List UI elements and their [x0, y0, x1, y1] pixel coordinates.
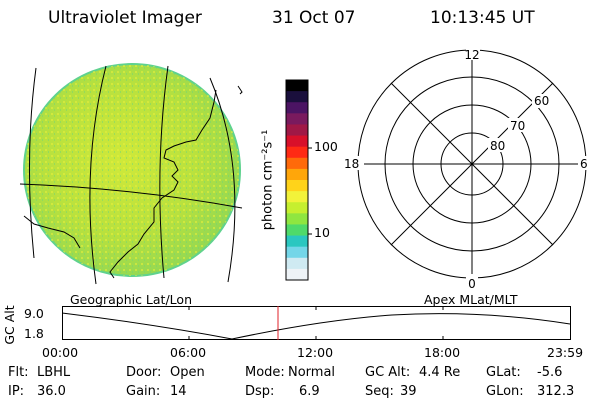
colorbar-stripe — [286, 246, 308, 259]
colorbar-stripe — [286, 191, 308, 203]
gain-label: Gain: — [126, 384, 161, 399]
glat-value: -5.6 — [537, 365, 563, 380]
coastline — [23, 85, 243, 279]
dsp-value: 6.9 — [299, 384, 320, 399]
mlt-label-18: 18 — [344, 157, 359, 171]
time-tick-2359: 23:59 — [547, 345, 584, 360]
mlt-label-6: 6 — [580, 157, 588, 171]
mlt-label-12: 12 — [464, 48, 479, 62]
mode-value: Normal — [288, 365, 336, 380]
colorbar-unit-label: photon cm⁻²s⁻¹ — [260, 129, 276, 231]
image-time: 10:13:45 UT — [430, 8, 535, 28]
instrument-title: Ultraviolet Imager — [48, 8, 202, 28]
mode-label: Mode: — [245, 365, 285, 380]
colorbar-stripe — [286, 213, 308, 225]
time-tick-1200: 12:00 — [297, 345, 334, 360]
colorbar-stripe — [286, 168, 308, 181]
gc-alt-curve — [62, 312, 571, 340]
gc-alt-value: 4.4 Re — [419, 365, 461, 380]
time-tick-0000: 00:00 — [42, 345, 79, 360]
filter-label: Flt: — [8, 365, 29, 380]
colorbar-stripe — [286, 202, 308, 214]
dsp-label: Dsp: — [245, 384, 275, 399]
graticule — [19, 65, 243, 285]
colorbar-stripe — [286, 135, 308, 148]
colorbar-stripe — [286, 146, 308, 159]
color-scale-bar — [285, 79, 312, 281]
mlt-label-0: 0 — [468, 277, 476, 290]
colorbar-stripe — [286, 124, 308, 137]
geographic-caption: Geographic Lat/Lon — [70, 292, 192, 307]
colorbar-tick-100: 100 — [314, 139, 338, 154]
mlat-label-70: 70 — [510, 119, 525, 133]
time-tick-1800: 18:00 — [424, 345, 461, 360]
gc-alt-axis-label: GC Alt — [1, 305, 17, 345]
door-value: Open — [170, 365, 205, 380]
gain-value: 14 — [170, 384, 187, 399]
time-tick-0600: 06:00 — [170, 345, 207, 360]
colorbar-tick-10: 10 — [314, 225, 330, 240]
mlat-label-80: 80 — [490, 139, 505, 153]
gc-alt-tick-max: 9.0 — [24, 306, 44, 321]
filter-value: LBHL — [37, 365, 71, 380]
gc-alt-label: GC Alt: — [365, 365, 411, 380]
glon-label: GLon: — [486, 384, 524, 399]
colorbar-stripe — [286, 113, 308, 125]
colorbar-stripe — [286, 102, 308, 114]
mlat-label-60: 60 — [534, 94, 549, 108]
ip-label: IP: — [8, 384, 25, 399]
apex-caption: Apex MLat/MLT — [424, 292, 518, 307]
colorbar-stripe — [286, 180, 308, 192]
door-label: Door: — [126, 365, 162, 380]
ip-value: 36.0 — [37, 384, 66, 399]
glon-value: 312.3 — [537, 384, 575, 399]
colorbar-stripe — [286, 224, 308, 237]
colorbar-stripe — [286, 157, 308, 170]
glat-label: GLat: — [486, 365, 521, 380]
image-date: 31 Oct 07 — [272, 8, 356, 28]
gc-alt-tick-min: 1.8 — [24, 326, 44, 341]
colorbar-stripe — [286, 257, 308, 270]
colorbar-stripe — [286, 80, 308, 92]
polar-mlat-mlt-plot: 12 18 6 0 60 70 80 — [342, 48, 592, 290]
seq-value: 39 — [400, 384, 417, 399]
seq-label: Seq: — [365, 384, 394, 399]
gc-alt-plot — [62, 306, 571, 340]
colorbar-stripe — [286, 91, 308, 103]
colorbar-stripe — [286, 268, 308, 281]
earth-image — [19, 63, 243, 285]
colorbar-stripe — [286, 235, 308, 248]
